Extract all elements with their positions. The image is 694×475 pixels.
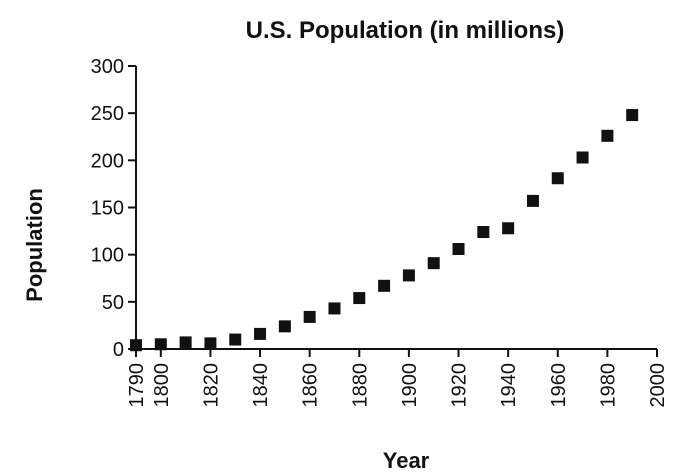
- x-tick-label: 1900: [399, 363, 421, 408]
- x-axis-label: Year: [383, 448, 430, 473]
- data-point: [452, 243, 465, 256]
- data-point: [254, 327, 267, 340]
- x-tick-label: 1840: [250, 363, 272, 408]
- y-tick-label: 200: [91, 150, 124, 172]
- data-point: [303, 310, 316, 323]
- chart-title: U.S. Population (in millions): [246, 17, 565, 44]
- x-tick-label: 1980: [597, 363, 619, 408]
- data-point: [402, 269, 415, 282]
- data-point: [353, 292, 366, 305]
- x-tick-label: 2000: [647, 363, 669, 408]
- x-tick-label: 1940: [498, 363, 520, 408]
- x-tick-label: 1790: [126, 363, 148, 408]
- data-point: [154, 338, 167, 351]
- y-ticks: 0 50 100 150 200 250 300: [91, 56, 136, 361]
- data-point: [551, 172, 564, 185]
- x-tick-label: 1960: [548, 363, 570, 408]
- data-point: [477, 226, 490, 239]
- x-tick-label: 1800: [151, 363, 173, 408]
- x-tick-label: 1820: [200, 363, 222, 408]
- data-point: [502, 222, 515, 235]
- y-axis-label: Population: [22, 188, 47, 302]
- data-point: [526, 194, 539, 207]
- data-point: [427, 257, 440, 270]
- x-tick-label: 1920: [449, 363, 471, 408]
- y-tick-label: 150: [91, 198, 124, 220]
- data-point: [278, 320, 291, 333]
- data-point: [204, 337, 217, 350]
- y-tick-label: 0: [113, 339, 124, 361]
- data-point: [378, 279, 391, 292]
- y-tick-label: 300: [91, 56, 124, 78]
- data-point: [576, 151, 589, 164]
- x-tick-label: 1860: [300, 363, 322, 408]
- y-tick-label: 50: [102, 292, 124, 314]
- data-point: [601, 129, 614, 142]
- data-point: [328, 302, 341, 315]
- data-points: [130, 109, 639, 352]
- x-ticks: 1790 1800 1820 1840 1860 1880 1900 1920 1940 1960…: [126, 349, 669, 408]
- data-point: [179, 336, 192, 349]
- data-point: [130, 339, 142, 352]
- data-point: [626, 109, 639, 122]
- x-tick-label: 1880: [349, 363, 371, 408]
- y-tick-label: 100: [91, 245, 124, 267]
- axes: [135, 66, 657, 350]
- data-point: [229, 333, 242, 346]
- y-tick-label: 250: [91, 103, 124, 125]
